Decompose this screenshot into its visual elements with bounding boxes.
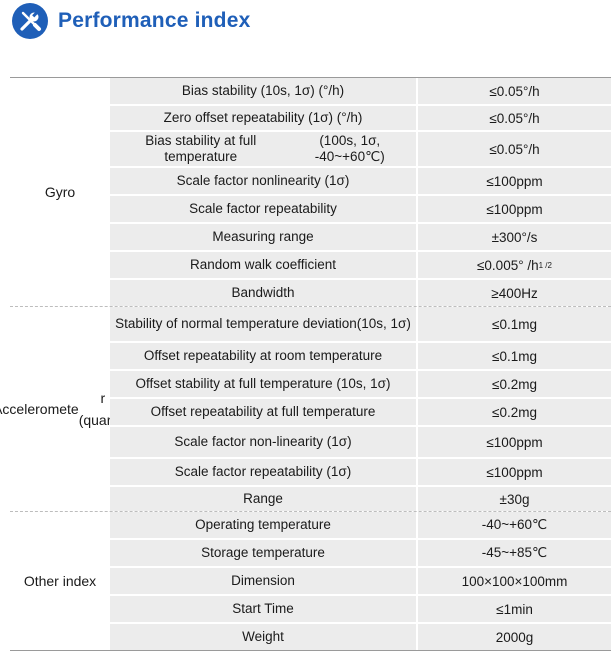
param-cell: Start Time — [110, 596, 418, 622]
table-row: Bandwidth ≥400Hz — [110, 280, 611, 306]
param-line-1: Stability of normal temperature deviatio… — [115, 316, 357, 331]
param-cell: Bias stability at full temperature (100s… — [110, 132, 418, 166]
value-cell: ≤0.05°/h — [489, 141, 540, 157]
param-cell: Operating temperature — [110, 512, 418, 538]
param-cell: Scale factor repeatability (1σ) — [110, 459, 418, 485]
value-cell: ≤0.1mg — [492, 316, 537, 332]
group-label-line-1: Acceleromete — [0, 401, 79, 417]
table-row: Offset repeatability at room temperature… — [110, 343, 611, 371]
param-cell: Scale factor non-linearity (1σ) — [110, 427, 418, 457]
value-cell: -45~+85℃ — [481, 545, 548, 560]
value-cell: ≤0.2mg — [492, 376, 537, 392]
param-cell: Random walk coefficient — [110, 252, 418, 278]
table-row: Scale factor repeatability ≤100ppm — [110, 196, 611, 224]
param-cell: Weight — [110, 624, 418, 650]
group-gyro: Gyro Bias stability (10s, 1σ) (°/h) ≤0.0… — [10, 78, 611, 307]
value-superscript: 1 /2 — [538, 260, 552, 270]
param-cell: Offset repeatability at full temperature — [110, 399, 418, 425]
table-row: Scale factor repeatability (1σ) ≤100ppm — [110, 459, 611, 487]
value-text: ≤0.005° /h — [477, 257, 539, 273]
value-cell: ≤0.005° /h 1 /2 — [418, 252, 611, 278]
param-cell: Scale factor repeatability — [110, 196, 418, 222]
value-cell: ≤0.2mg — [492, 404, 537, 420]
table-row: Bias stability at full temperature (100s… — [110, 132, 611, 168]
value-cell: ≤100ppm — [486, 464, 543, 480]
group-accelerometer: Acceleromete r (quartz) Stability of nor… — [0, 307, 611, 512]
group-label: Other index — [23, 573, 97, 589]
value-cell: ±300°/s — [491, 229, 538, 245]
value-cell: ≤100ppm — [486, 201, 543, 217]
param-line-2: (10s, 1σ) — [356, 316, 411, 331]
param-cell: Offset repeatability at room temperature — [110, 343, 418, 369]
value-cell: ≤0.05°/h — [489, 83, 540, 99]
param-cell: Bandwidth — [110, 280, 418, 306]
value-cell: 100×100×100mm — [461, 573, 568, 589]
param-cell: Scale factor nonlinearity (1σ) — [110, 168, 418, 194]
value-cell: ≤0.05°/h — [489, 110, 540, 126]
spec-table: Gyro Bias stability (10s, 1σ) (°/h) ≤0.0… — [0, 77, 611, 651]
table-row: Range ±30g — [110, 487, 611, 511]
param-cell: Range — [110, 487, 418, 511]
param-cell: Bias stability (10s, 1σ) (°/h) — [110, 78, 418, 104]
header: Performance index — [12, 2, 250, 40]
table-row: Bias stability (10s, 1σ) (°/h) ≤0.05°/h — [110, 78, 611, 106]
value-cell: -40~+60℃ — [481, 517, 548, 532]
value-cell: ≥400Hz — [491, 285, 538, 301]
table-row: Scale factor nonlinearity (1σ) ≤100ppm — [110, 168, 611, 196]
value-cell: ≤1min — [496, 601, 533, 617]
table-row: Dimension 100×100×100mm — [110, 568, 611, 596]
page-title: Performance index — [58, 9, 251, 32]
table-row: Operating temperature -40~+60℃ — [110, 512, 611, 540]
table-row: Scale factor non-linearity (1σ) ≤100ppm — [110, 427, 611, 459]
value-cell: ≤0.1mg — [492, 348, 537, 364]
value-cell: ≤100ppm — [486, 173, 543, 189]
value-cell: ±30g — [499, 491, 530, 507]
table-row: Weight 2000g — [110, 624, 611, 650]
param-line-2: (100s, 1σ, -40~+60℃) — [314, 133, 385, 164]
table-row: Random walk coefficient ≤0.005° /h 1 /2 — [110, 252, 611, 280]
param-line-1: Bias stability at full temperature — [145, 133, 257, 164]
group-other-index: Other index Operating temperature -40~+6… — [10, 512, 611, 651]
table-row: Offset repeatability at full temperature… — [110, 399, 611, 427]
param-cell: Measuring range — [110, 224, 418, 250]
table-row: Start Time ≤1min — [110, 596, 611, 624]
param-cell: Stability of normal temperature deviatio… — [110, 307, 418, 341]
param-cell: Storage temperature — [110, 540, 418, 566]
wrench-screwdriver-icon — [12, 3, 48, 39]
table-row: Offset stability at full temperature (10… — [110, 371, 611, 399]
group-label: Gyro — [44, 184, 76, 200]
param-cell: Offset stability at full temperature (10… — [110, 371, 418, 397]
table-row: Measuring range ±300°/s — [110, 224, 611, 252]
param-cell: Zero offset repeatability (1σ) (°/h) — [110, 106, 418, 130]
table-row: Zero offset repeatability (1σ) (°/h) ≤0.… — [110, 106, 611, 132]
param-cell: Dimension — [110, 568, 418, 594]
group-label: Acceleromete r (quartz) — [0, 307, 127, 511]
table-row: Storage temperature -45~+85℃ — [110, 540, 611, 568]
value-cell: 2000g — [495, 629, 534, 645]
value-cell: ≤100ppm — [486, 434, 543, 450]
table-row: Stability of normal temperature deviatio… — [110, 307, 611, 343]
